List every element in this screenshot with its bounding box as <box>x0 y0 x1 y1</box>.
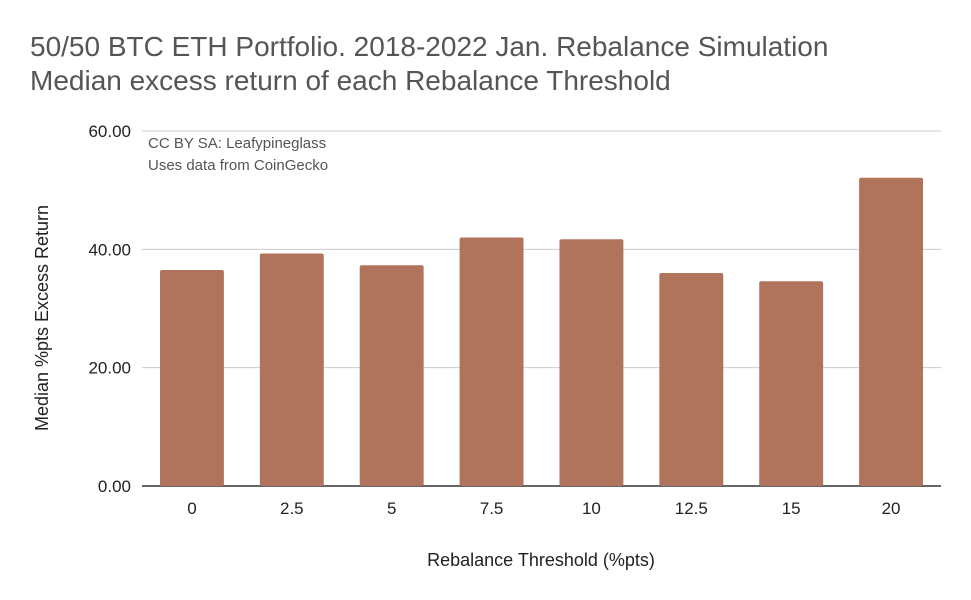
x-tick-label: 2.5 <box>280 499 304 518</box>
x-axis-label: Rebalance Threshold (%pts) <box>427 550 655 570</box>
bar-5 <box>359 265 424 486</box>
x-tick-label: 15 <box>782 499 801 518</box>
x-tick-labels: 0 2.5 5 7.5 10 12.5 15 20 <box>187 499 900 518</box>
bar-0 <box>159 270 224 486</box>
y-tick-label: 20.00 <box>88 359 131 378</box>
y-tick-labels: 0.00 20.00 40.00 60.00 <box>88 122 131 496</box>
chart-subtitle: Median excess return of each Rebalance T… <box>30 65 671 96</box>
x-tick-label: 0 <box>187 499 196 518</box>
bar-10 <box>559 239 624 486</box>
x-tick-label: 7.5 <box>480 499 504 518</box>
annotation-line-1: CC BY SA: Leafypineglass <box>148 135 326 152</box>
y-tick-label: 40.00 <box>88 240 131 259</box>
chart-title-block: 50/50 BTC ETH Portfolio. 2018-2022 Jan. … <box>30 30 828 98</box>
y-tick-label: 0.00 <box>98 477 131 496</box>
bars <box>159 177 924 486</box>
bar-2.5 <box>259 253 324 486</box>
bar-12.5 <box>659 273 724 486</box>
annotation-line-2: Uses data from CoinGecko <box>148 157 328 174</box>
y-tick-label: 60.00 <box>88 122 131 141</box>
x-tick-label: 10 <box>582 499 601 518</box>
chart-title: 50/50 BTC ETH Portfolio. 2018-2022 Jan. … <box>30 31 829 62</box>
bar-20 <box>859 177 924 486</box>
x-tick-label: 12.5 <box>675 499 708 518</box>
bar-7.5 <box>459 237 524 486</box>
y-axis-label: Median %pts Excess Return <box>32 205 52 431</box>
x-tick-label: 20 <box>882 499 901 518</box>
bar-15 <box>759 281 824 486</box>
x-tick-label: 5 <box>387 499 396 518</box>
